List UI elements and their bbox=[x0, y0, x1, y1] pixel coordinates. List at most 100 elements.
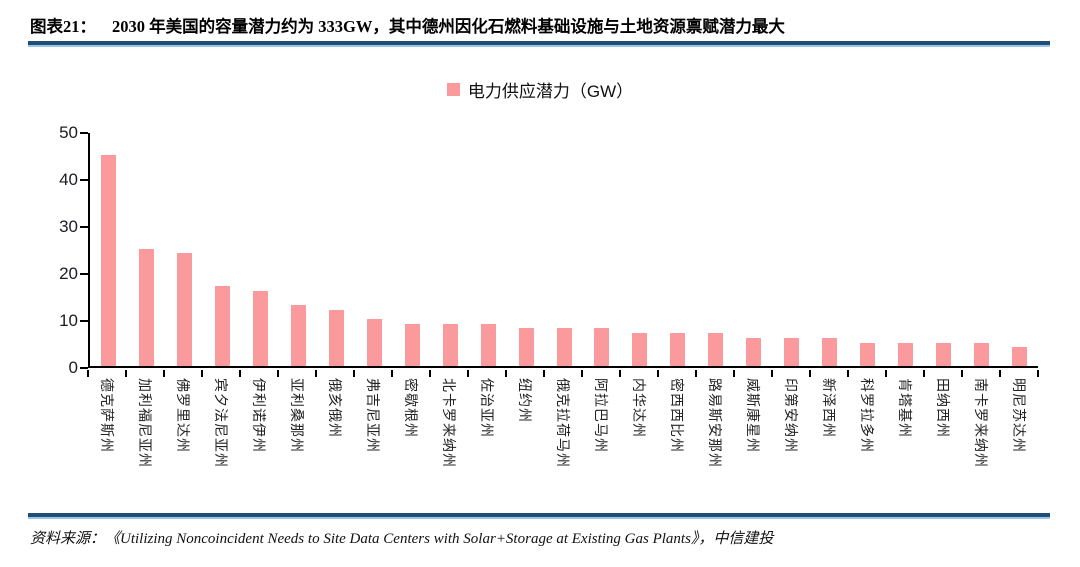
x-label-slot: 威斯康星州 bbox=[734, 378, 772, 510]
bar bbox=[177, 253, 193, 366]
x-tick bbox=[999, 370, 1001, 377]
x-tick bbox=[467, 370, 469, 377]
x-tick bbox=[733, 370, 735, 377]
y-tick bbox=[80, 226, 88, 228]
x-label-slot: 北卡罗来纳州 bbox=[430, 378, 468, 510]
x-label-slot: 弗吉尼亚州 bbox=[354, 378, 392, 510]
bar-slot bbox=[886, 133, 924, 366]
bar-slot bbox=[735, 133, 773, 366]
y-tick-label: 20 bbox=[59, 264, 78, 283]
y-tick-label: 0 bbox=[68, 358, 78, 377]
x-tick bbox=[543, 370, 545, 377]
x-tick bbox=[619, 370, 621, 377]
bar bbox=[935, 342, 951, 366]
bar-slot bbox=[924, 133, 962, 366]
x-label-slot: 密西西比州 bbox=[658, 378, 696, 510]
x-tick-label: 明尼苏达州 bbox=[1011, 378, 1027, 453]
bar bbox=[784, 337, 800, 366]
x-tick-label: 密西西比州 bbox=[669, 378, 685, 453]
source-note: 资料来源：《Utilizing Noncoincident Needs to S… bbox=[30, 531, 774, 547]
x-label-slot: 宾夕法尼亚州 bbox=[202, 378, 240, 510]
bar-slot bbox=[393, 133, 431, 366]
x-tick-label: 德克萨斯州 bbox=[99, 378, 115, 453]
x-tick-label: 亚利桑那州 bbox=[289, 378, 305, 453]
x-label-slot: 纽约州 bbox=[506, 378, 544, 510]
bar bbox=[518, 328, 534, 366]
bar bbox=[708, 333, 724, 366]
x-label-slot: 俄克拉荷马州 bbox=[544, 378, 582, 510]
x-label-slot: 南卡罗来纳州 bbox=[962, 378, 1000, 510]
x-tick bbox=[239, 370, 241, 377]
x-label-slot: 内华达州 bbox=[620, 378, 658, 510]
x-tick bbox=[125, 370, 127, 377]
x-tick-label: 北卡罗来纳州 bbox=[441, 378, 457, 468]
x-label-slot: 加利福尼亚州 bbox=[126, 378, 164, 510]
x-tick bbox=[277, 370, 279, 377]
y-tick bbox=[80, 132, 88, 134]
x-label-slot: 肯塔基州 bbox=[886, 378, 924, 510]
x-tick bbox=[429, 370, 431, 377]
x-label-slot: 佐治亚州 bbox=[468, 378, 506, 510]
x-tick bbox=[695, 370, 697, 377]
x-tick bbox=[847, 370, 849, 377]
x-label-slot: 明尼苏达州 bbox=[1000, 378, 1038, 510]
x-tick-label: 南卡罗来纳州 bbox=[973, 378, 989, 468]
bar bbox=[101, 154, 117, 366]
bar bbox=[404, 323, 420, 366]
x-tick bbox=[923, 370, 925, 377]
chart-legend: 电力供应潜力（GW） bbox=[0, 78, 1080, 101]
figure-number: 图表21： bbox=[30, 17, 96, 36]
x-tick bbox=[163, 370, 165, 377]
x-label-slot: 密歇根州 bbox=[392, 378, 430, 510]
y-tick bbox=[80, 367, 88, 369]
x-tick bbox=[505, 370, 507, 377]
bar-slot bbox=[1000, 133, 1038, 366]
y-tick bbox=[80, 273, 88, 275]
bar bbox=[366, 319, 382, 366]
bar bbox=[594, 328, 610, 366]
bar bbox=[139, 248, 155, 366]
bar bbox=[253, 290, 269, 366]
bar-slot bbox=[318, 133, 356, 366]
bar-slot bbox=[242, 133, 280, 366]
x-tick bbox=[771, 370, 773, 377]
x-tick-label: 密歇根州 bbox=[403, 378, 419, 438]
bar-slot bbox=[280, 133, 318, 366]
bar-slot bbox=[204, 133, 242, 366]
x-tick-label: 阿拉巴马州 bbox=[593, 378, 609, 453]
bar-slot bbox=[697, 133, 735, 366]
bar bbox=[556, 328, 572, 366]
bar-slot bbox=[355, 133, 393, 366]
y-tick bbox=[80, 179, 88, 181]
bar-slot bbox=[659, 133, 697, 366]
x-tick bbox=[961, 370, 963, 377]
bar bbox=[973, 342, 989, 366]
x-tick bbox=[581, 370, 583, 377]
x-tick bbox=[809, 370, 811, 377]
x-tick bbox=[1037, 370, 1039, 377]
x-tick-label: 俄亥俄州 bbox=[327, 378, 343, 438]
bar bbox=[746, 337, 762, 366]
y-tick bbox=[80, 320, 88, 322]
x-tick-label: 伊利诺伊州 bbox=[251, 378, 267, 453]
bar bbox=[859, 342, 875, 366]
y-tick-label: 40 bbox=[59, 170, 78, 189]
bar-slot bbox=[431, 133, 469, 366]
y-tick-label: 10 bbox=[59, 311, 78, 330]
x-label-slot: 俄亥俄州 bbox=[316, 378, 354, 510]
bar bbox=[897, 342, 913, 366]
x-axis-labels: 德克萨斯州 加利福尼亚州 佛罗里达州 宾夕法尼亚州 伊利诺伊州 亚利桑那州 俄亥俄州 弗吉尼亚… bbox=[88, 378, 1038, 510]
bar bbox=[480, 323, 496, 366]
x-label-slot: 路易斯安那州 bbox=[696, 378, 734, 510]
figure-header: 图表21： 2030 年美国的容量潜力约为 333GW，其中德州因化石燃料基础设施… bbox=[30, 13, 1050, 37]
bar bbox=[632, 333, 648, 366]
x-tick-label: 纽约州 bbox=[517, 378, 533, 423]
bar bbox=[670, 333, 686, 366]
bar bbox=[215, 286, 231, 366]
x-tick-label: 宾夕法尼亚州 bbox=[213, 378, 229, 468]
bar-slot bbox=[811, 133, 849, 366]
bar-slot bbox=[962, 133, 1000, 366]
y-tick-label: 30 bbox=[59, 217, 78, 236]
x-label-slot: 印第安纳州 bbox=[772, 378, 810, 510]
x-label-slot: 科罗拉多州 bbox=[848, 378, 886, 510]
